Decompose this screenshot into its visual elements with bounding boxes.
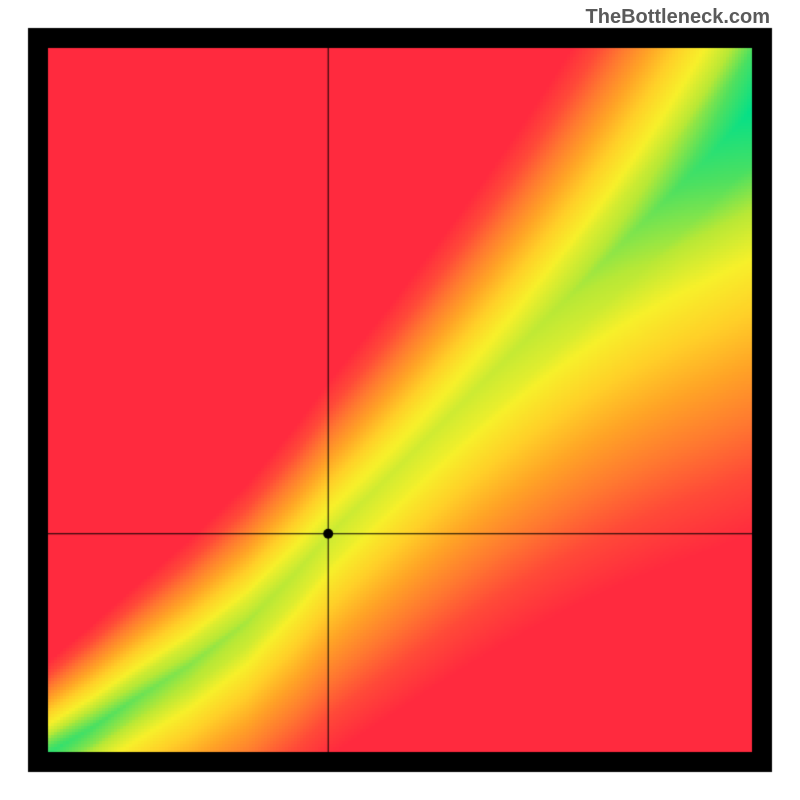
chart-container: TheBottleneck.com xyxy=(0,0,800,800)
bottleneck-heatmap xyxy=(0,0,800,800)
attribution-text: TheBottleneck.com xyxy=(586,6,770,29)
